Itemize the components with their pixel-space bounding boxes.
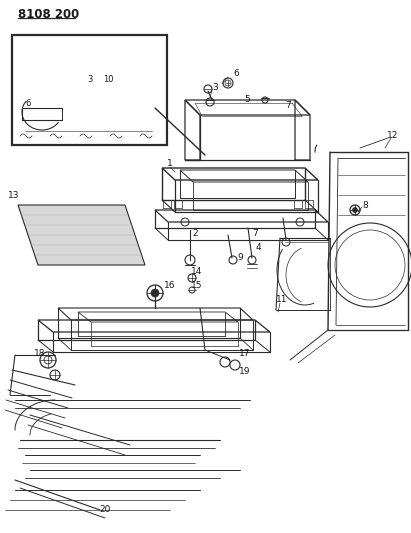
Text: 15: 15 bbox=[191, 281, 203, 290]
Text: 7: 7 bbox=[285, 101, 291, 109]
Text: 1: 1 bbox=[167, 159, 173, 168]
Text: 13: 13 bbox=[8, 190, 20, 199]
Circle shape bbox=[151, 289, 159, 297]
Text: 12: 12 bbox=[387, 131, 399, 140]
Polygon shape bbox=[88, 84, 102, 100]
Circle shape bbox=[353, 207, 358, 213]
Polygon shape bbox=[18, 205, 145, 265]
Text: 7: 7 bbox=[252, 229, 258, 238]
Text: 6: 6 bbox=[25, 99, 31, 108]
Text: 9: 9 bbox=[237, 254, 243, 262]
Text: 17: 17 bbox=[239, 349, 251, 358]
Text: 2: 2 bbox=[192, 229, 198, 238]
Text: 8: 8 bbox=[362, 200, 368, 209]
Text: 8108 200: 8108 200 bbox=[18, 7, 79, 20]
Text: 10: 10 bbox=[103, 75, 113, 84]
Text: 3: 3 bbox=[212, 84, 218, 93]
Text: 19: 19 bbox=[239, 367, 251, 376]
Text: 20: 20 bbox=[99, 505, 111, 514]
Text: 14: 14 bbox=[191, 268, 203, 277]
Text: 16: 16 bbox=[164, 281, 176, 290]
Text: 4: 4 bbox=[255, 244, 261, 253]
Bar bbox=[12, 35, 167, 145]
Text: 6: 6 bbox=[233, 69, 239, 78]
Text: 5: 5 bbox=[244, 95, 250, 104]
Text: 11: 11 bbox=[276, 295, 288, 304]
Text: 18: 18 bbox=[34, 349, 46, 358]
Text: 3: 3 bbox=[87, 75, 93, 84]
